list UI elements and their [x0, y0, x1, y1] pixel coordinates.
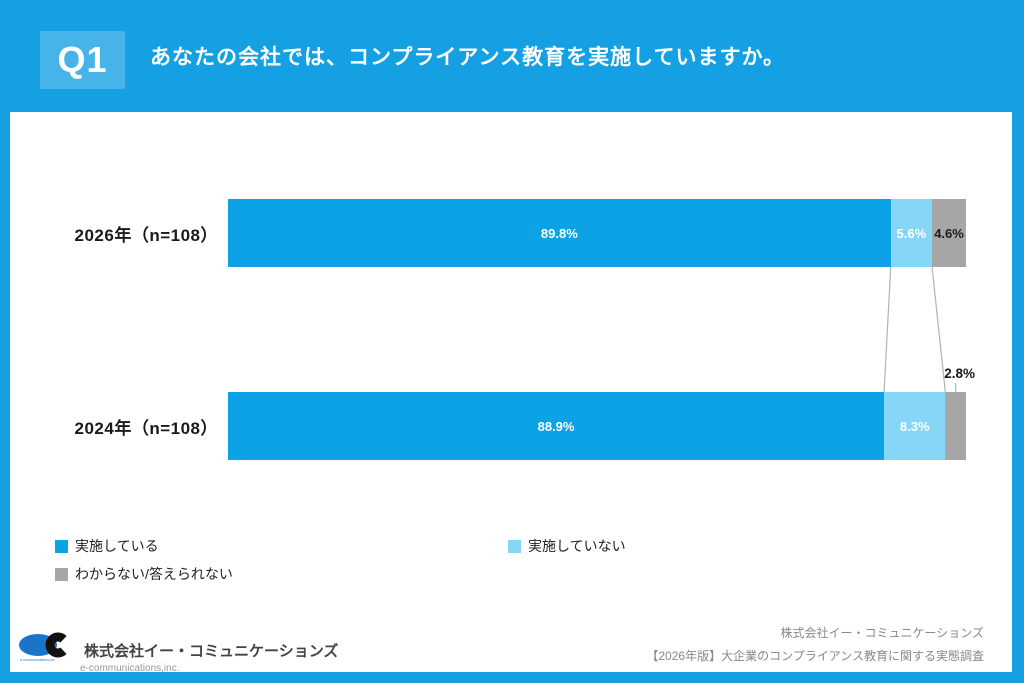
bar-segment — [945, 392, 966, 460]
company-name-jp: 株式会社イー・コミュニケーションズ — [84, 643, 339, 660]
bar-segment: 8.3% — [884, 392, 946, 460]
footer-company-text: 株式会社イー・コミュニケーションズ e-communications,inc. — [80, 632, 338, 674]
header: Q1 あなたの会社では、コンプライアンス教育を実施していますか。 — [0, 0, 1024, 112]
bar-value-label: 8.3% — [899, 418, 930, 434]
connector-lines — [883, 266, 957, 393]
bar-value-label: 88.9% — [537, 418, 575, 434]
source-company: 株式会社イー・コミュニケーションズ — [780, 626, 984, 640]
logo-caption: e-communications,inc. — [20, 658, 56, 662]
bar-value-label: 89.8% — [540, 225, 578, 241]
legend-label: 実施している — [75, 538, 159, 554]
legend-swatch-lightblue — [508, 539, 521, 553]
legend-label: わからない/答えられない — [75, 566, 233, 582]
bar-value-label: 4.6% — [934, 225, 964, 241]
footer-company-block: e-communications,inc. 株式会社イー・コミュニケーションズ … — [18, 632, 338, 674]
footer-source-block: 株式会社イー・コミュニケーションズ 【2026年版】大企業のコンプライアンス教育… — [646, 624, 984, 664]
legend-swatch-blue — [55, 539, 68, 553]
bar-value-label: 2.8% — [944, 366, 976, 381]
bar-segment: 4.6% — [932, 199, 966, 267]
legend-item-dont-know: わからない/答えられない — [55, 564, 233, 584]
legend-label: 実施していない — [528, 538, 626, 554]
legend-item-implementing: 実施している — [55, 536, 159, 556]
bar-chart: 2026年（n=108） 89.8% 5.6% 4.6% 2024年（n=108） 88.… — [10, 112, 1012, 522]
question-number-badge: Q1 — [40, 31, 125, 89]
company-logo-icon: e-communications,inc. — [19, 632, 67, 662]
legend-item-not-implementing: 実施していない — [508, 536, 626, 556]
category-label: 2026年（n=108） — [74, 225, 218, 245]
bar-segment: 88.9% — [228, 392, 885, 460]
source-survey-title: 【2026年版】大企業のコンプライアンス教育に関する実態調査 — [646, 649, 984, 663]
company-name-en: e-communications,inc. — [80, 663, 180, 674]
bar-segment: 5.6% — [890, 199, 933, 267]
category-label: 2024年（n=108） — [74, 418, 218, 438]
bar-value-label: 5.6% — [896, 225, 927, 241]
legend-swatch-gray — [55, 567, 68, 581]
chart-card: 2026年（n=108） 89.8% 5.6% 4.6% 2024年（n=108） 88.… — [10, 112, 1012, 674]
bar-segment: 89.8% — [228, 199, 891, 267]
question-title: あなたの会社では、コンプライアンス教育を実施していますか。 — [150, 46, 786, 69]
